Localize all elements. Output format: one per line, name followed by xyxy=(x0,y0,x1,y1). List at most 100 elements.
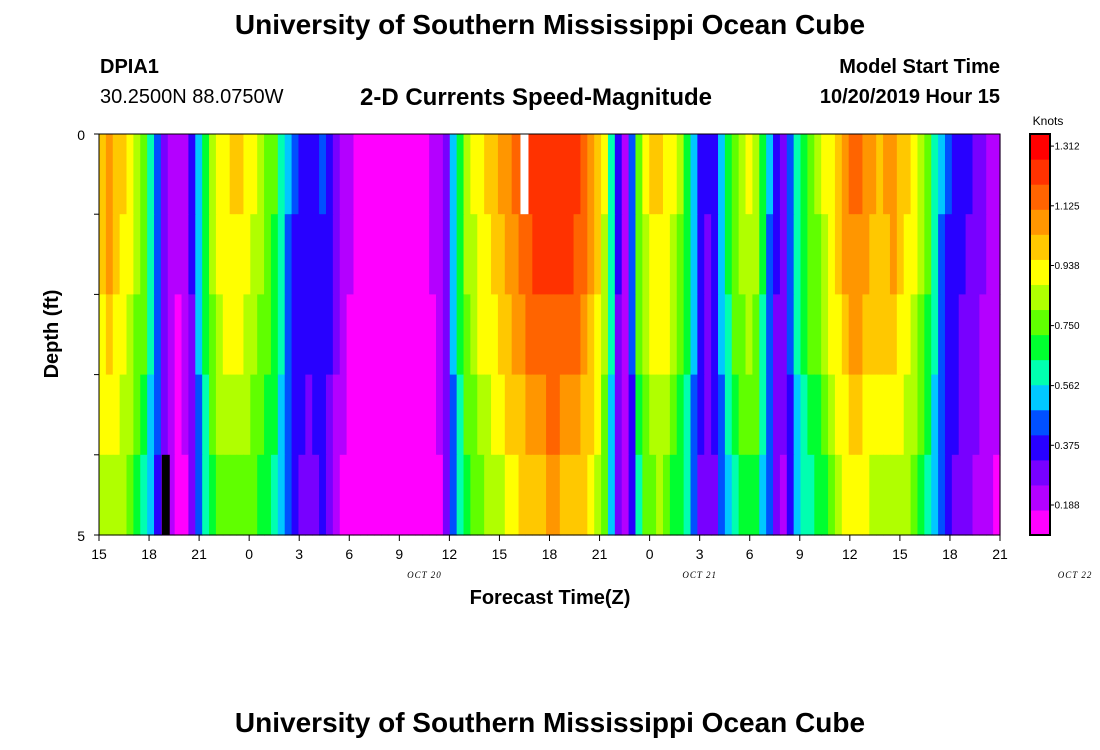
heatmap-cell xyxy=(972,134,980,215)
heatmap-cell xyxy=(738,294,747,376)
heatmap-cell xyxy=(408,294,416,376)
heatmap-cell xyxy=(642,374,650,456)
heatmap-cell xyxy=(222,294,231,376)
heatmap-cell xyxy=(883,454,891,536)
heatmap-cell xyxy=(917,374,925,456)
heatmap-cell xyxy=(656,134,664,215)
colorbar-segment xyxy=(1030,259,1050,285)
heatmap-cell xyxy=(903,134,912,215)
heatmap-cell xyxy=(690,214,698,295)
heatmap-cell xyxy=(731,454,740,536)
heatmap-cell xyxy=(724,454,733,536)
heatmap-cell xyxy=(986,294,994,376)
heatmap-cell xyxy=(800,454,809,536)
heatmap-cell xyxy=(112,454,121,536)
heatmap-cell xyxy=(429,294,437,376)
heatmap-cell xyxy=(367,134,375,215)
heatmap-cell xyxy=(133,454,141,536)
heatmap-cell xyxy=(250,134,258,215)
heatmap-cell xyxy=(862,454,870,536)
colorbar-segment xyxy=(1030,134,1050,160)
heatmap-cell xyxy=(944,374,953,456)
heatmap-cell xyxy=(917,214,925,295)
heatmap-cell xyxy=(181,374,190,456)
heatmap-cell xyxy=(828,294,836,376)
heatmap-cell xyxy=(504,454,513,536)
heatmap-cell xyxy=(910,134,919,215)
heatmap-cell xyxy=(951,454,960,536)
heatmap-cell xyxy=(752,454,760,536)
x-tick-label: 3 xyxy=(696,546,704,562)
heatmap-cell xyxy=(133,214,141,295)
heatmap-cell xyxy=(160,294,169,376)
heatmap-cell xyxy=(552,454,561,536)
heatmap-cell xyxy=(215,374,224,456)
heatmap-cell xyxy=(718,454,726,536)
heatmap-cell xyxy=(140,214,148,295)
heatmap-cell xyxy=(456,134,465,215)
heatmap-cell xyxy=(147,374,155,456)
heatmap-cell xyxy=(766,134,774,215)
heatmap-cell xyxy=(711,294,719,376)
heatmap-cell xyxy=(697,214,705,295)
heatmap-cell xyxy=(656,374,664,456)
heatmap-cell xyxy=(566,454,575,536)
heatmap-cell xyxy=(683,374,692,456)
heatmap-cell xyxy=(257,214,265,295)
heatmap-cell xyxy=(745,294,753,376)
heatmap-cell xyxy=(903,214,912,295)
heatmap-cell xyxy=(951,374,960,456)
heatmap-cell xyxy=(628,454,637,536)
heatmap-cell xyxy=(332,294,341,376)
heatmap-cell xyxy=(841,134,850,215)
heatmap-cell xyxy=(532,134,540,215)
heatmap-cell xyxy=(339,454,348,536)
x-tick-label: 6 xyxy=(345,546,353,562)
heatmap-cell xyxy=(587,294,595,376)
heatmap-cell xyxy=(800,374,809,456)
colorbar-tick-label: 0.188 xyxy=(1054,501,1079,512)
heatmap-cell xyxy=(305,134,313,215)
heatmap-cell xyxy=(704,454,712,536)
heatmap-cell xyxy=(924,214,932,295)
heatmap-cell xyxy=(236,294,245,376)
model-start-label: Model Start Time xyxy=(839,56,1000,78)
heatmap-cell xyxy=(374,374,382,456)
heatmap-cell xyxy=(195,374,203,456)
heatmap-cell xyxy=(305,454,313,536)
heatmap-cell xyxy=(621,214,630,295)
heatmap-cell xyxy=(367,454,375,536)
heatmap-cell xyxy=(889,294,898,376)
heatmap-cell xyxy=(270,374,279,456)
heatmap-cell xyxy=(394,214,403,295)
heatmap-cell xyxy=(883,214,891,295)
heatmap-cell xyxy=(745,374,753,456)
heatmap-cell xyxy=(718,374,726,456)
heatmap-cell xyxy=(422,454,430,536)
heatmap-cell xyxy=(559,214,568,295)
x-tick-label: 15 xyxy=(91,546,107,562)
heatmap-cell xyxy=(436,374,444,456)
heatmap-cell xyxy=(539,454,547,536)
heatmap-cell xyxy=(621,134,630,215)
heatmap-cell xyxy=(298,374,306,456)
heatmap-cell xyxy=(353,374,361,456)
heatmap-cell xyxy=(546,374,554,456)
heatmap-cell xyxy=(607,134,616,215)
heatmap-cell xyxy=(325,134,334,215)
y-axis: 05 xyxy=(77,127,99,544)
heatmap-cell xyxy=(429,374,437,456)
heatmap-cell xyxy=(497,134,506,215)
heatmap-cell xyxy=(649,134,657,215)
heatmap-cell xyxy=(202,294,210,376)
heatmap-cell xyxy=(759,374,767,456)
heatmap-cell xyxy=(614,374,623,456)
heatmap-cell xyxy=(649,214,657,295)
heatmap-cell xyxy=(374,214,382,295)
heatmap-cell xyxy=(463,454,472,536)
heatmap-cell xyxy=(958,374,967,456)
heatmap-cell xyxy=(580,214,588,295)
heatmap-cell xyxy=(807,374,815,456)
heatmap-cell xyxy=(511,214,520,295)
